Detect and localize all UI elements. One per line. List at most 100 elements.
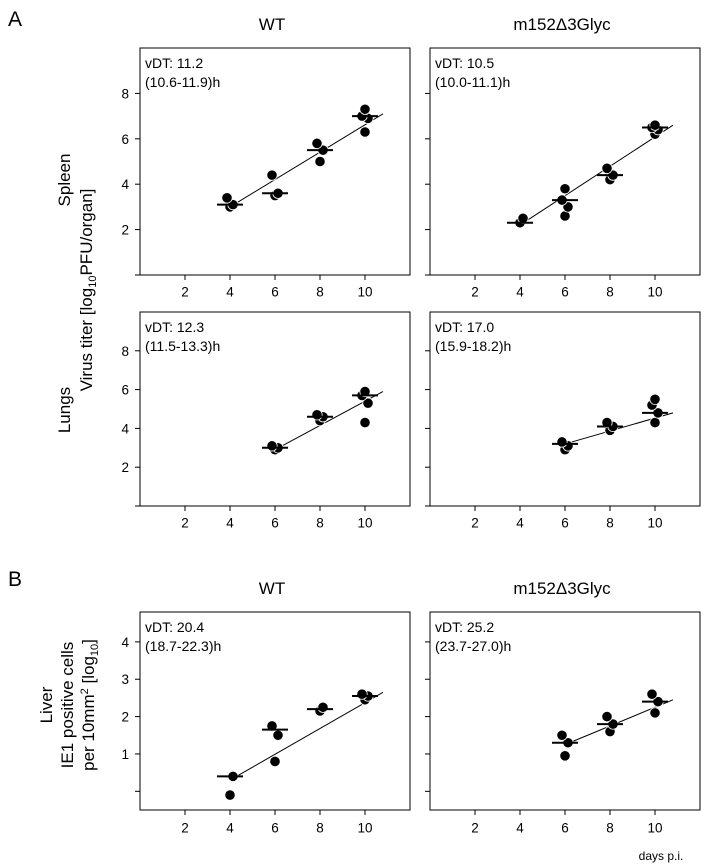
vdt-label: vDT: 12.3 (145, 319, 204, 335)
vdt-ci-label: (23.7-27.0)h (435, 638, 511, 654)
y-tick-label: 1 (121, 747, 129, 762)
data-point (646, 688, 658, 700)
x-tick-label: 2 (181, 821, 189, 836)
x-tick-label: 6 (561, 285, 569, 300)
plot-panel-liver-mut: 2 4 6 8 10 vDT: 25.2 (23.7-27.0)h (425, 611, 701, 836)
x-tick-label: 8 (606, 821, 614, 836)
y-tick-label: 8 (121, 344, 129, 359)
y-tick-label: 2 (121, 223, 129, 238)
data-point (649, 393, 661, 405)
ylabel-liver: Liver (37, 686, 56, 723)
ylabel-ie1-suffix: ] (79, 639, 98, 644)
x-tick-label: 2 (471, 821, 479, 836)
x-tick-label: 4 (226, 285, 234, 300)
col-title-wt-a: WT (259, 15, 285, 34)
ylabel-ie1-mid: [log (79, 656, 98, 688)
data-point (311, 137, 323, 149)
data-point (649, 416, 661, 429)
ylabel-ie1-prefix: per 10mm (79, 694, 98, 771)
y-tick-label: 3 (121, 672, 129, 687)
ylabel-lungs: Lungs (55, 387, 74, 433)
x-tick-label: 10 (647, 285, 662, 300)
plot-panel-lungs-wt: 2 4 6 8 10 2 4 6 8 vDT: 12.3 (11.5-13.3)h (121, 311, 411, 531)
x-tick-label: 4 (516, 285, 524, 300)
x-tick-label: 10 (357, 285, 372, 300)
ylabel-ie1-line2: per 10mm2 [log10] (79, 639, 101, 771)
data-point (221, 192, 233, 204)
x-tick-label: 2 (471, 516, 479, 531)
plot-panels: 2 4 6 8 10 2 4 6 8 vDT: 11.2 (10.6-11.9)h 2 4 6 8 10 vDT… (121, 47, 701, 836)
data-point (266, 169, 278, 181)
x-tick-label: 10 (647, 821, 662, 836)
data-point (601, 711, 613, 723)
data-point (314, 155, 326, 168)
ylabel-virus-titer: Virus titer [log10PFU/organ] (77, 189, 99, 392)
regression-line (519, 124, 674, 226)
data-point (601, 416, 613, 429)
x-tick-label: 10 (357, 516, 372, 531)
data-point (556, 729, 568, 741)
x-tick-label: 6 (271, 821, 279, 836)
x-tick-label: 8 (316, 516, 324, 531)
vdt-label: vDT: 10.5 (435, 55, 494, 71)
vdt-label: vDT: 17.0 (435, 319, 494, 335)
col-title-mut-b: m152Δ3Glyc (513, 579, 611, 598)
vdt-label: vDT: 20.4 (145, 619, 204, 635)
y-tick-label: 2 (121, 460, 129, 475)
data-point (317, 701, 329, 713)
ylabel-ie1-sup: 2 (79, 688, 91, 694)
data-point (556, 436, 568, 448)
y-tick-label: 2 (121, 710, 129, 725)
panel-letter-b: B (8, 568, 22, 591)
data-point (266, 720, 278, 732)
plot-panel-spleen-wt: 2 4 6 8 10 2 4 6 8 vDT: 11.2 (10.6-11.9)h (121, 47, 411, 300)
y-tick-label: 4 (121, 421, 129, 436)
x-tick-label: 4 (226, 516, 234, 531)
col-title-mut-a: m152Δ3Glyc (513, 15, 611, 34)
col-title-wt-b: WT (259, 579, 285, 598)
ylabel-ie1-line1: IE1 positive cells (58, 642, 77, 769)
x-tick-label: 6 (561, 516, 569, 531)
vdt-ci-label: (10.0-11.1)h (435, 74, 510, 90)
plot-panel-lungs-mut: 2 4 6 8 10 vDT: 17.0 (15.9-18.2)h (425, 311, 701, 531)
x-tick-label: 8 (316, 821, 324, 836)
regression-line (229, 691, 384, 781)
data-point (359, 103, 371, 115)
y-tick-label: 4 (121, 177, 129, 192)
ylabel-spleen: Spleen (55, 154, 74, 207)
data-point (649, 707, 661, 719)
ylabel-virus-titer-sub: 10 (87, 276, 99, 288)
ylabel-ie1-sub: 10 (89, 644, 101, 656)
data-point (311, 409, 323, 421)
x-tick-label: 8 (316, 285, 324, 300)
data-point (359, 385, 371, 398)
x-tick-label: 4 (516, 516, 524, 531)
x-tick-label: 2 (471, 285, 479, 300)
x-tick-label: 2 (181, 516, 189, 531)
data-point (559, 750, 571, 762)
vdt-ci-label: (10.6-11.9)h (145, 74, 220, 90)
data-point (649, 119, 661, 131)
x-tick-label: 6 (271, 516, 279, 531)
x-tick-label: 6 (271, 285, 279, 300)
x-tick-label: 4 (516, 821, 524, 836)
data-point (559, 183, 571, 195)
data-point (601, 162, 613, 174)
x-tick-label: 10 (357, 821, 372, 836)
vdt-label: vDT: 11.2 (145, 55, 203, 71)
vdt-label: vDT: 25.2 (435, 619, 494, 635)
vdt-ci-label: (18.7-22.3)h (145, 638, 221, 654)
data-point (362, 397, 374, 409)
ylabel-virus-titer-prefix: Virus titer [log (77, 288, 96, 392)
data-point (359, 416, 371, 429)
x-tick-label: 8 (606, 516, 614, 531)
panel-letter-a: A (8, 8, 22, 31)
vdt-ci-label: (15.9-18.2)h (435, 338, 511, 354)
data-point (224, 789, 236, 801)
x-tick-label: 2 (181, 285, 189, 300)
y-tick-label: 4 (121, 635, 129, 650)
y-tick-label: 6 (121, 132, 129, 147)
x-tick-label: 6 (561, 821, 569, 836)
